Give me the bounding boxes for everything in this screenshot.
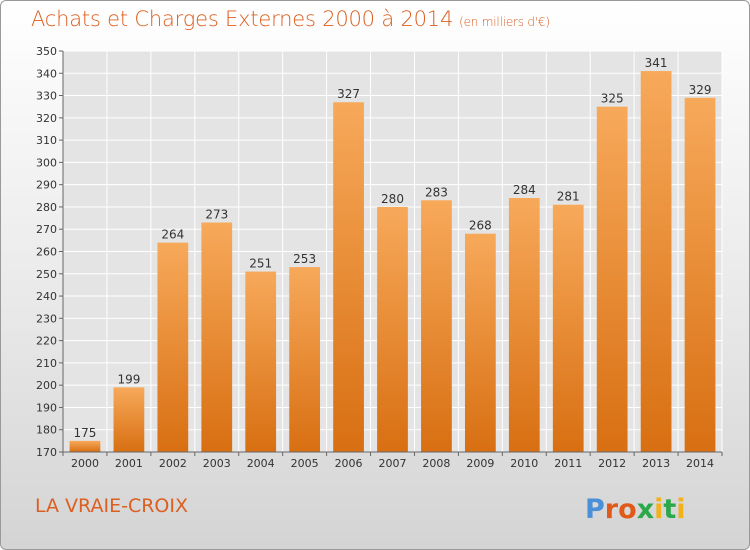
x-tick-label: 2002 (159, 457, 187, 470)
chart-title: Achats et Charges Externes 2000 à 2014 (e… (31, 7, 550, 31)
bar (69, 440, 101, 452)
bar-value-label: 273 (205, 208, 228, 222)
y-tick-label: 190 (36, 401, 57, 414)
bar (464, 233, 496, 452)
y-tick-label: 340 (36, 67, 57, 80)
bar-value-label: 264 (161, 228, 184, 242)
x-tick-label: 2001 (115, 457, 143, 470)
bar-value-label: 199 (117, 372, 140, 386)
bar (596, 106, 628, 452)
y-tick-label: 350 (36, 45, 57, 58)
y-tick-label: 330 (36, 90, 57, 103)
y-tick-label: 220 (36, 335, 57, 348)
commune-name: LA VRAIE-CROIX (35, 495, 188, 517)
bar (289, 267, 321, 452)
x-tick-label: 2014 (686, 457, 714, 470)
y-tick-label: 320 (36, 112, 57, 125)
x-tick-label: 2003 (203, 457, 231, 470)
y-tick-label: 270 (36, 223, 57, 236)
bar (421, 200, 452, 452)
bar (201, 222, 233, 452)
y-tick-label: 310 (36, 134, 57, 147)
bar (684, 97, 716, 453)
y-tick-label: 280 (36, 201, 57, 214)
x-tick-label: 2000 (71, 457, 99, 470)
y-tick-label: 200 (36, 379, 57, 392)
chart-subtitle: (en milliers d'€) (459, 15, 550, 29)
y-tick-label: 290 (36, 179, 57, 192)
bar-value-label: 283 (425, 185, 448, 199)
y-tick-label: 170 (36, 446, 57, 459)
bar (377, 206, 408, 452)
y-tick-label: 300 (36, 156, 57, 169)
y-tick-label: 180 (36, 424, 57, 437)
bar (552, 204, 584, 452)
x-tick-label: 2008 (422, 457, 450, 470)
x-tick-label: 2009 (466, 457, 494, 470)
bar (640, 71, 672, 453)
x-tick-label: 2006 (335, 457, 363, 470)
bar (333, 102, 364, 452)
y-tick-label: 250 (36, 268, 57, 281)
y-tick-label: 230 (36, 312, 57, 325)
x-tick-label: 2011 (554, 457, 582, 470)
chart-title-text: Achats et Charges Externes 2000 à 2014 (31, 7, 454, 31)
bar-value-label: 329 (689, 83, 712, 97)
bar-value-label: 327 (337, 87, 360, 101)
x-tick-label: 2012 (598, 457, 626, 470)
y-tick-label: 240 (36, 290, 57, 303)
bar-value-label: 341 (645, 56, 668, 70)
bar (113, 387, 145, 452)
bar-value-label: 253 (293, 252, 316, 266)
bar-value-label: 251 (249, 257, 272, 271)
y-tick-label: 260 (36, 246, 57, 259)
svg-text:Proxiti: Proxiti (585, 494, 686, 525)
bar-value-label: 280 (381, 192, 404, 206)
bar-value-label: 268 (469, 219, 492, 233)
bar (508, 198, 540, 452)
bar (245, 271, 277, 452)
bar-value-label: 325 (601, 92, 624, 106)
x-tick-label: 2005 (291, 457, 319, 470)
proxiti-logo: Proxiti (585, 494, 686, 525)
bar (157, 242, 189, 452)
x-tick-label: 2010 (510, 457, 538, 470)
bar-value-label: 281 (557, 190, 580, 204)
y-tick-label: 210 (36, 357, 57, 370)
bar-value-label: 284 (513, 183, 536, 197)
x-tick-label: 2007 (379, 457, 407, 470)
x-tick-label: 2004 (247, 457, 275, 470)
bar-value-label: 175 (74, 426, 97, 440)
x-tick-label: 2013 (642, 457, 670, 470)
